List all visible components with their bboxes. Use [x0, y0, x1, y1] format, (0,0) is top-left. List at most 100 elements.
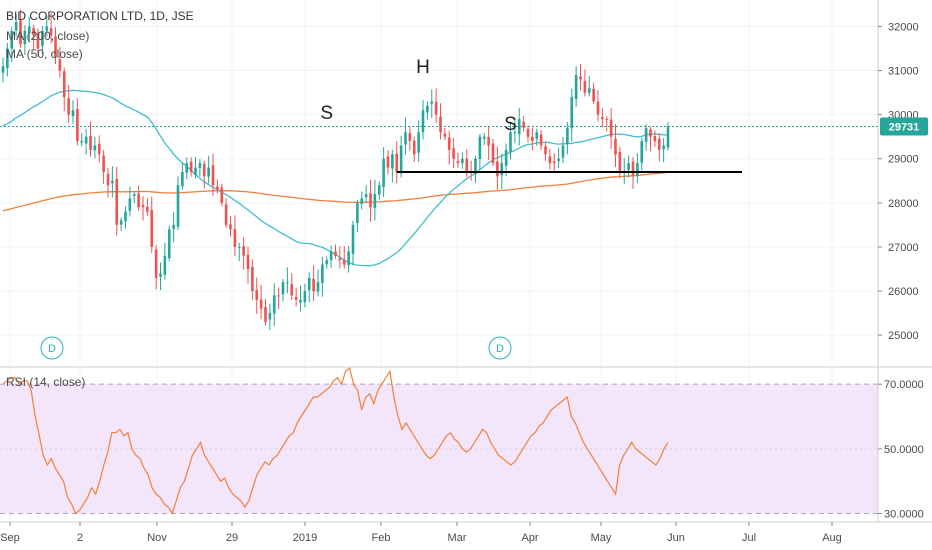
candle — [443, 127, 447, 140]
candle-body — [172, 224, 175, 230]
ma50-line — [2, 89, 669, 267]
candle-body — [163, 255, 167, 275]
candle — [41, 25, 44, 54]
candle-body — [342, 259, 346, 265]
candle-body — [329, 251, 333, 261]
time-tick-label-3: 29 — [226, 532, 238, 544]
candle — [447, 130, 451, 165]
candle — [395, 141, 399, 184]
candle-body — [395, 153, 399, 172]
candle — [89, 121, 92, 157]
candle-body — [443, 133, 447, 137]
candle — [259, 284, 263, 320]
candle-body — [364, 194, 368, 198]
candle-body — [216, 186, 219, 190]
candle-body — [399, 145, 403, 174]
candle — [80, 132, 84, 147]
candle-body — [426, 105, 429, 113]
candle-body — [552, 161, 556, 164]
candle-body — [356, 202, 359, 224]
dividend-marker-1[interactable]: D — [488, 336, 512, 360]
candle-body — [19, 20, 22, 45]
candle-body — [487, 137, 490, 146]
candle — [430, 89, 434, 118]
candle-body — [159, 273, 162, 277]
candle-body — [474, 158, 477, 175]
candle-body — [579, 76, 582, 80]
candle — [159, 262, 162, 291]
candle-body — [45, 26, 49, 31]
candle — [461, 152, 464, 169]
candle-body — [504, 149, 508, 166]
price-tick-label-4: 29000 — [888, 154, 919, 166]
last-price-tag-label: 29731 — [889, 122, 920, 134]
candle-body — [605, 118, 609, 120]
ma50-polyline — [2, 89, 669, 267]
candle — [176, 176, 180, 231]
candle-body — [526, 128, 530, 137]
candle-body — [237, 246, 241, 248]
candle-body — [299, 299, 302, 303]
time-tick-label-5: Feb — [372, 532, 391, 544]
candle — [189, 157, 193, 177]
ma200-polyline — [2, 171, 669, 212]
candle — [14, 14, 18, 37]
candle-body — [23, 30, 27, 45]
candle-body — [229, 224, 232, 230]
candle-body — [627, 163, 630, 171]
ma50-legend[interactable]: MA (50, close) — [6, 47, 83, 61]
candle-body — [653, 136, 657, 142]
symbol-title[interactable]: BID CORPORATION LTD, 1D, JSE — [6, 9, 194, 23]
candle-body — [189, 161, 193, 172]
candle-body — [434, 101, 438, 115]
price-tick-label-0: 25000 — [888, 330, 919, 342]
candle-body — [417, 132, 420, 153]
candle — [465, 148, 469, 178]
time-axis[interactable]: Sep 2 Nov 29 2019 Feb Mar Apr May Jun Jul Aug — [0, 522, 842, 544]
ma200-line — [2, 171, 669, 212]
candle-body — [181, 171, 184, 187]
dividend-marker-circle — [40, 336, 64, 360]
candle-body — [491, 143, 495, 164]
time-tick-label-11: Aug — [822, 532, 842, 544]
candle — [76, 98, 79, 146]
candle — [97, 135, 101, 163]
ma200-legend[interactable]: MA (200, close) — [6, 29, 90, 43]
candle — [640, 137, 644, 171]
candle — [653, 130, 657, 147]
rsi-legend[interactable]: RSI (14, close) — [6, 375, 86, 389]
candle — [255, 277, 259, 314]
candle — [277, 287, 280, 309]
candle — [469, 160, 473, 181]
dividend-marker-0[interactable]: D — [40, 336, 64, 360]
time-tick-label-10: Jul — [742, 532, 756, 544]
candle — [124, 206, 127, 229]
rsi-axis[interactable]: 30.0000 50.0000 70.0000 — [878, 379, 924, 521]
candle — [364, 185, 368, 203]
candle-body — [119, 220, 123, 225]
candle — [194, 157, 197, 179]
candle — [373, 179, 377, 221]
candle — [404, 117, 407, 155]
candle-body — [522, 121, 525, 128]
candle — [491, 138, 495, 166]
candle — [303, 283, 307, 308]
candle — [321, 256, 324, 297]
time-tick-label-8: May — [591, 532, 612, 544]
rsi-band-lines — [0, 383, 878, 515]
candle — [294, 287, 298, 307]
candle — [544, 142, 547, 162]
candle — [334, 244, 337, 259]
candle-body — [167, 229, 171, 259]
candle-body — [84, 136, 88, 144]
candle — [369, 179, 372, 222]
rsi-tick-label-1: 50.0000 — [884, 444, 924, 456]
candle — [316, 269, 320, 297]
pattern-label-2: S — [504, 114, 517, 135]
time-tick-label-0: Sep — [0, 532, 20, 544]
candle-body — [41, 30, 44, 47]
candle — [6, 42, 9, 77]
candle-body — [482, 136, 486, 139]
